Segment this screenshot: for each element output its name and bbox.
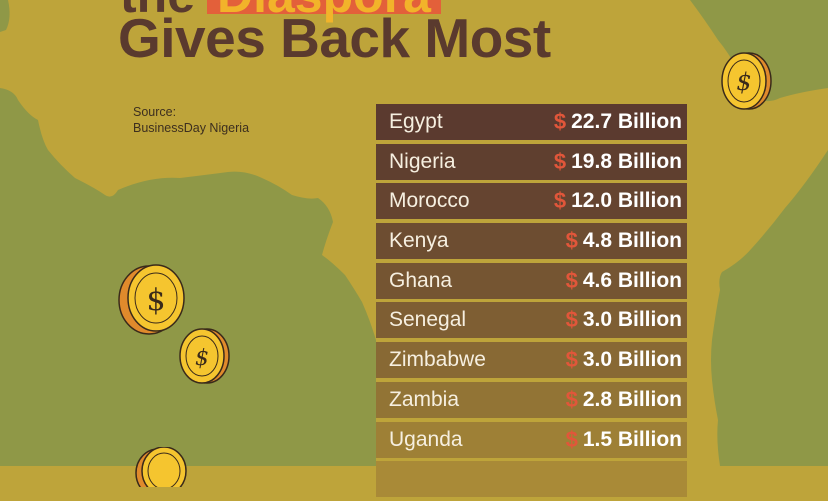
amount-cell: $19.8 Billion — [554, 149, 682, 175]
coin-icon: $ — [118, 264, 185, 335]
dollar-icon: $ — [553, 109, 567, 134]
page-title: Gives Back Most — [118, 7, 551, 69]
country-name: Senegal — [389, 308, 467, 332]
amount-cell: $4.6 Billion — [566, 268, 682, 294]
table-row: Nigeria $19.8 Billion — [376, 143, 687, 180]
table-row: Ghana $4.6 Billion — [376, 262, 687, 299]
amount-cell: $3.0 Billion — [566, 347, 682, 373]
amount-cell: $22.7 Billion — [554, 109, 682, 135]
country-name: Egypt — [389, 110, 443, 133]
amount-value: 3.0 Billion — [582, 348, 682, 372]
table-row: Uganda $1.5 Billion — [376, 421, 687, 458]
dollar-icon: $ — [565, 386, 578, 412]
source-note: Source: BusinessDay Nigeria — [133, 104, 249, 136]
coin-icon: $ — [179, 328, 230, 384]
coin-icon: $ — [721, 52, 772, 110]
dollar-icon: $ — [565, 426, 578, 452]
svg-text:$: $ — [146, 283, 165, 318]
country-name: Morocco — [389, 189, 470, 213]
table-row: Kenya $4.8 Billion — [376, 223, 687, 260]
dollar-icon: $ — [565, 228, 578, 254]
svg-text:$: $ — [736, 68, 751, 96]
dollar-icon: $ — [565, 347, 578, 373]
amount-value: 2.8 Billion — [582, 387, 682, 411]
amount-cell: $12.0 Billion — [554, 188, 682, 214]
amount-value: 1.5 Billion — [582, 427, 682, 451]
country-name: Uganda — [389, 427, 463, 451]
source-name: BusinessDay Nigeria — [133, 121, 250, 135]
country-name: Nigeria — [389, 149, 456, 173]
country-name: Zambia — [389, 387, 460, 411]
dollar-icon: $ — [553, 188, 567, 214]
amount-cell: $2.8 Billion — [566, 387, 682, 413]
svg-text:$: $ — [195, 346, 209, 371]
dollar-icon: $ — [565, 307, 578, 333]
amount-cell: $3.0 Billion — [566, 307, 682, 333]
dollar-icon: $ — [553, 148, 567, 174]
amount-value: 12.0 Billion — [571, 189, 682, 213]
country-name: Kenya — [389, 229, 449, 253]
country-name: Zimbabwe — [389, 348, 486, 372]
title-prefix: the — [120, 0, 195, 23]
amount-value: 22.7 Billion — [571, 110, 682, 133]
table-row: Zimbabwe $3.0 Billion — [376, 342, 687, 379]
amount-value: 4.6 Billion — [582, 268, 682, 292]
table-row: Morocco $12.0 Billion — [376, 183, 687, 220]
remittance-table: Egypt $22.7 Billion Nigeria $19.8 Billio… — [376, 104, 687, 501]
table-row-partial — [376, 461, 687, 498]
amount-value: 4.8 Billion — [582, 229, 682, 253]
table-row: Egypt $22.7 Billion — [376, 104, 687, 140]
table-row: Senegal $3.0 Billion — [376, 302, 687, 339]
coin-icon — [135, 447, 187, 487]
amount-cell: $1.5 Billion — [566, 427, 682, 453]
dollar-icon: $ — [565, 267, 578, 293]
source-label: Source: — [133, 105, 177, 119]
amount-value: 3.0 Billion — [582, 308, 682, 332]
country-name: Ghana — [389, 268, 453, 292]
table-row: Zambia $2.8 Billion — [376, 381, 687, 418]
amount-cell: $4.8 Billion — [566, 228, 682, 254]
amount-value: 19.8 Billion — [571, 149, 682, 173]
